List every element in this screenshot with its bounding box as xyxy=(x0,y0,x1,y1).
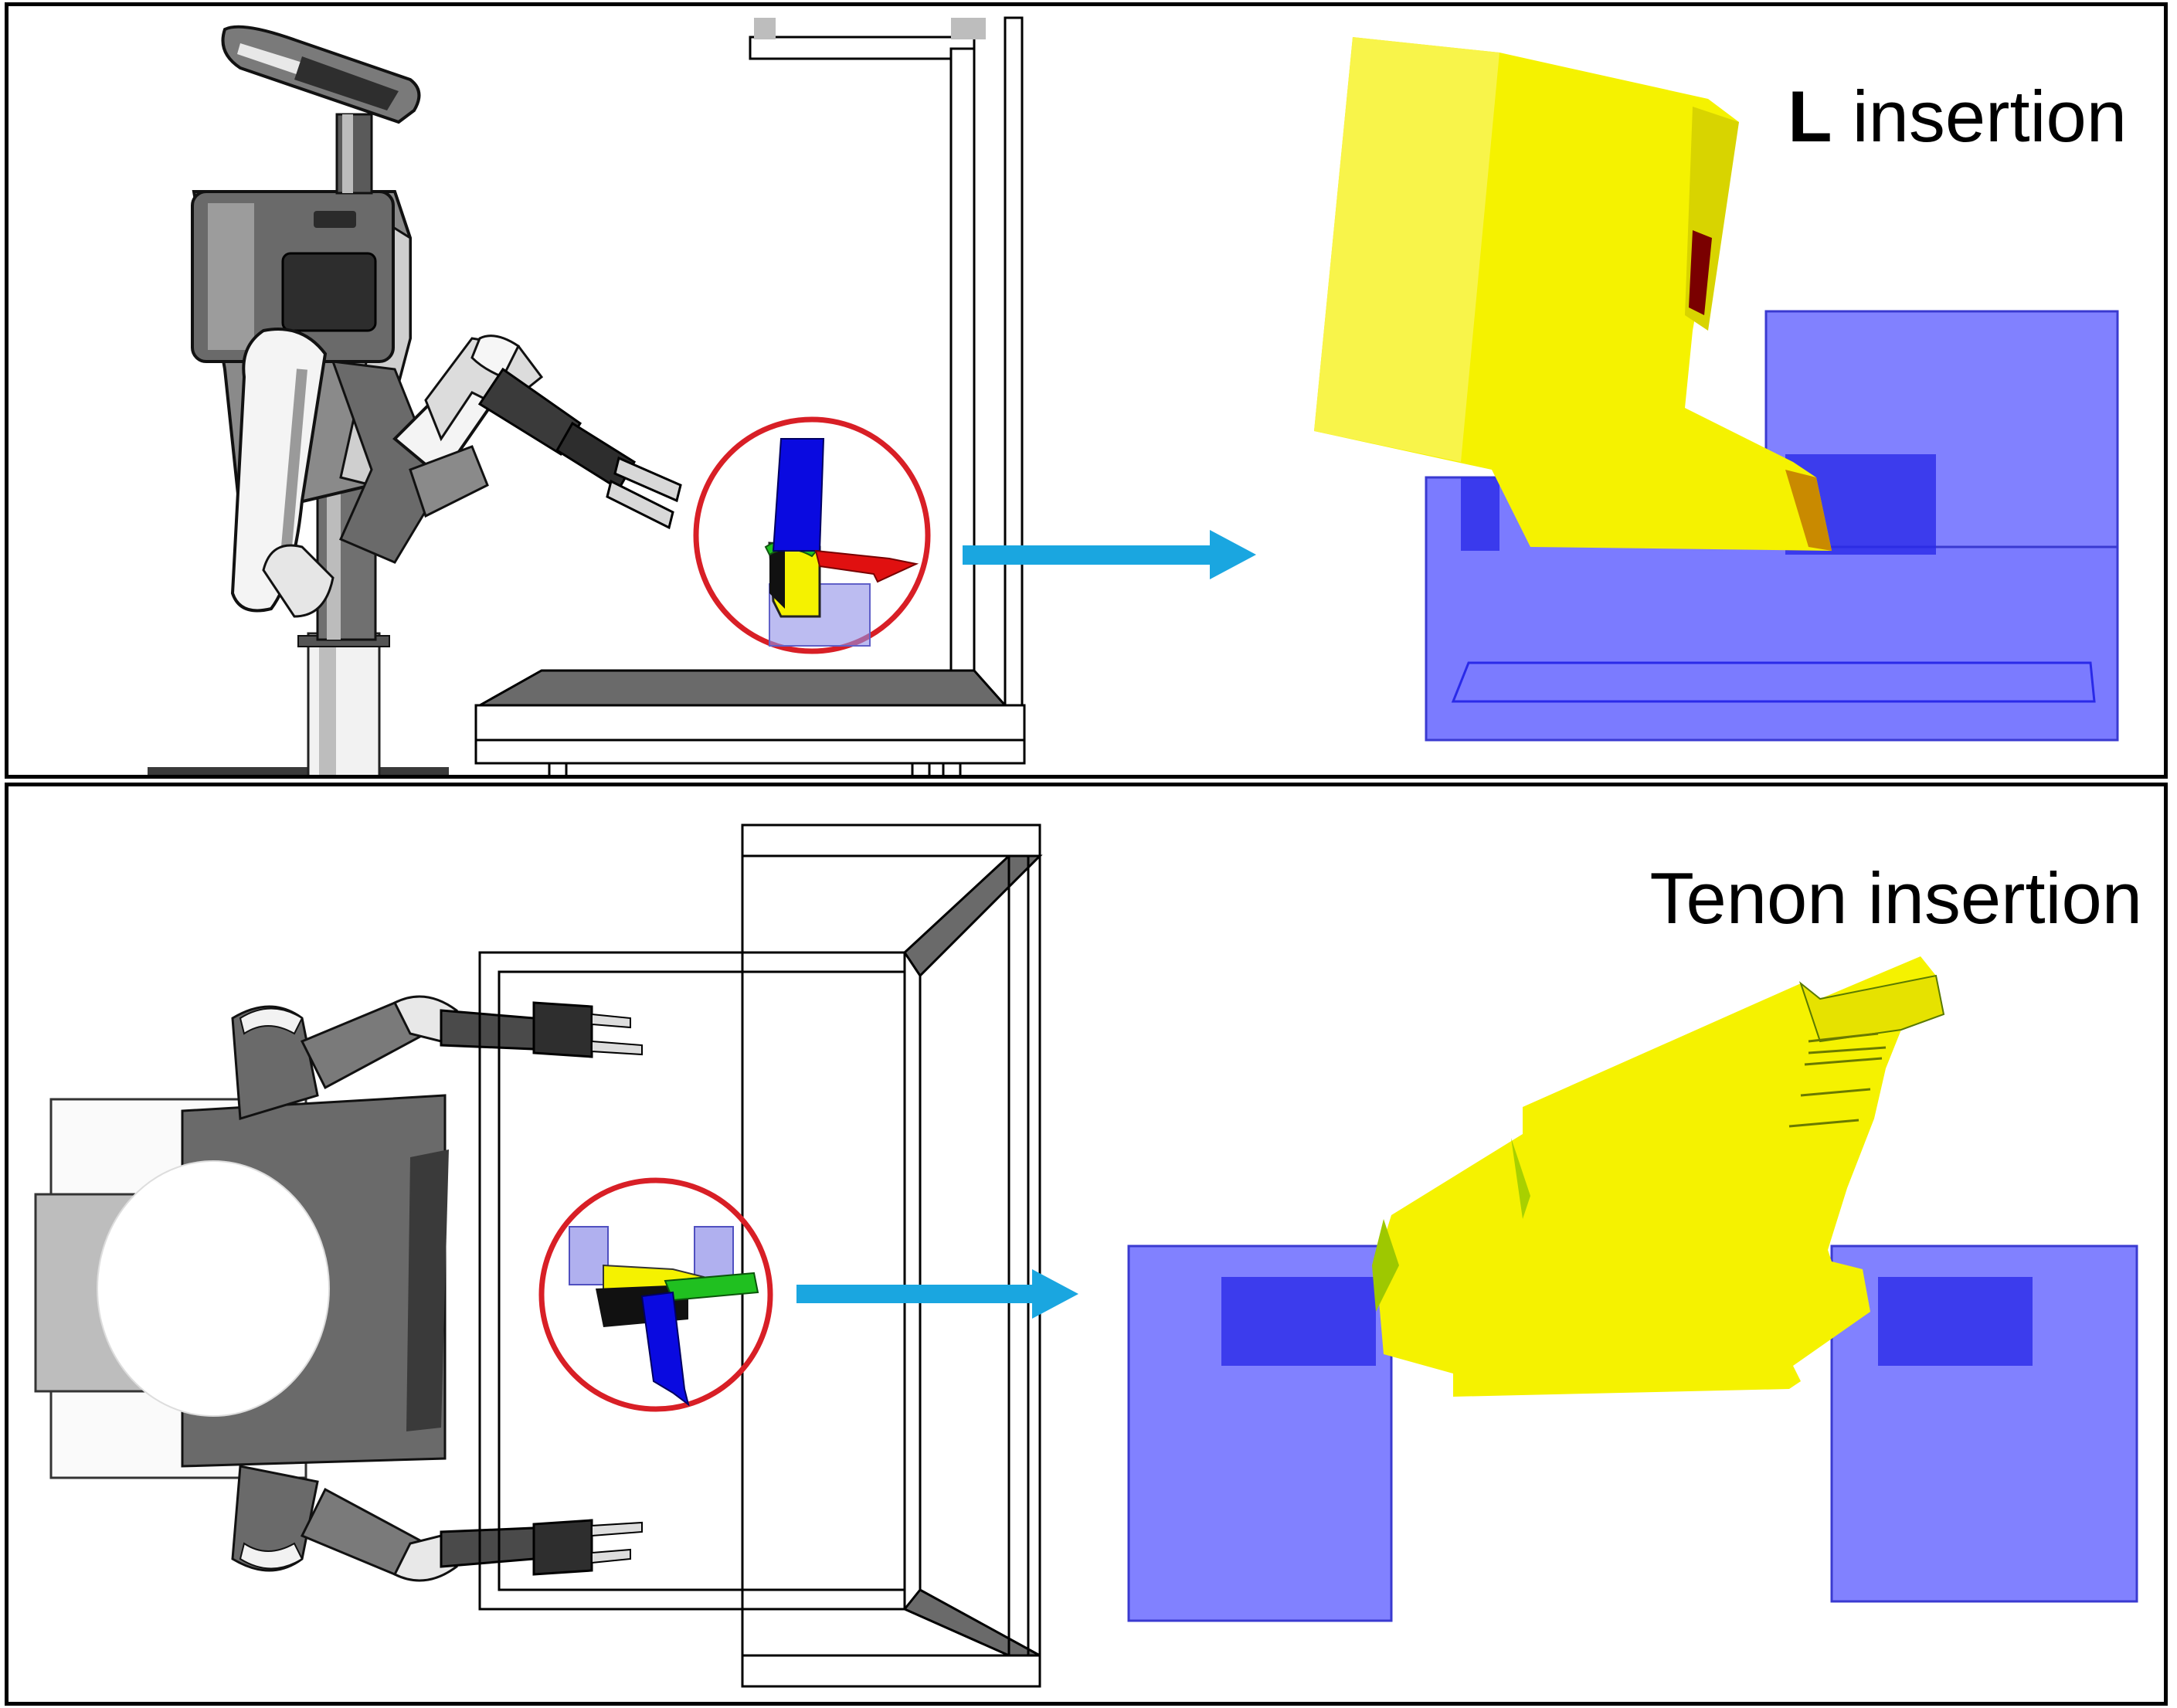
arrow-right-icon-2 xyxy=(796,1269,1078,1319)
workstation-frame xyxy=(474,16,1026,775)
arrow-right-icon xyxy=(963,530,1256,579)
panel-l-insertion: L insertion xyxy=(5,2,2168,779)
panel-tenon-insertion: Tenon insertion xyxy=(5,783,2168,1706)
tenon-insertion-closeup xyxy=(1127,956,2138,1622)
panel-title-rest: insertion xyxy=(1832,76,2127,157)
highlight-circle xyxy=(693,416,931,654)
humanoid-robot-icon xyxy=(148,25,682,775)
highlight-circle-top xyxy=(538,1177,773,1412)
tenon-insertion-scene xyxy=(34,823,2138,1688)
panel-title-l-insertion: L insertion xyxy=(1788,80,2127,153)
l-insertion-closeup xyxy=(1314,37,2119,742)
l-insertion-scene xyxy=(148,16,2119,775)
panel-title-bold: L xyxy=(1788,76,1832,157)
workstation-frame-top xyxy=(478,823,1043,1688)
humanoid-robot-top-icon xyxy=(34,995,643,1582)
panel-title-tenon-insertion: Tenon insertion xyxy=(1649,857,2142,939)
